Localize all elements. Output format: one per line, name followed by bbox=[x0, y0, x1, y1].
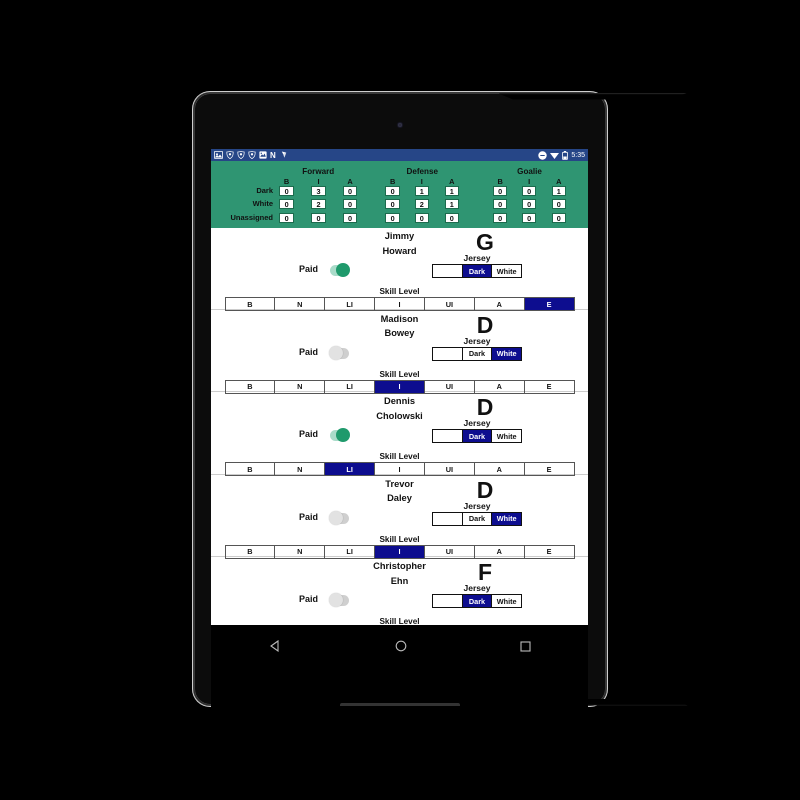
svg-text:N: N bbox=[270, 151, 276, 159]
